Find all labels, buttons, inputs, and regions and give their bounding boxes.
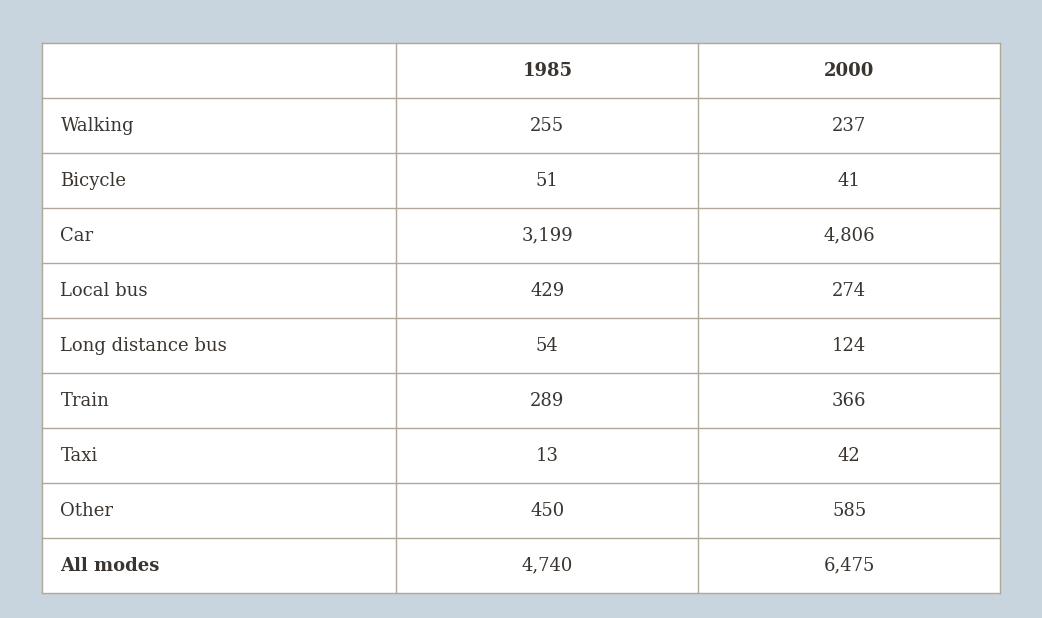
Text: 450: 450 xyxy=(530,502,565,520)
Bar xyxy=(396,538,698,593)
Bar xyxy=(698,263,1000,318)
Bar xyxy=(698,373,1000,428)
Text: 41: 41 xyxy=(838,172,861,190)
Bar xyxy=(698,208,1000,263)
Bar xyxy=(42,538,396,593)
Text: All modes: All modes xyxy=(60,557,159,575)
Bar xyxy=(42,318,396,373)
Bar xyxy=(42,153,396,208)
Bar xyxy=(42,98,396,153)
Bar xyxy=(698,98,1000,153)
Text: Train: Train xyxy=(60,392,109,410)
Bar xyxy=(698,428,1000,483)
Text: Car: Car xyxy=(60,227,94,245)
Bar xyxy=(396,43,698,98)
Text: 3,199: 3,199 xyxy=(521,227,573,245)
Text: 274: 274 xyxy=(833,282,866,300)
Text: 1985: 1985 xyxy=(522,62,572,80)
Text: 51: 51 xyxy=(536,172,559,190)
Bar xyxy=(396,373,698,428)
Text: 4,806: 4,806 xyxy=(823,227,875,245)
Bar xyxy=(42,43,396,98)
Bar xyxy=(698,153,1000,208)
Text: 6,475: 6,475 xyxy=(823,557,875,575)
Text: Local bus: Local bus xyxy=(60,282,148,300)
Bar xyxy=(42,428,396,483)
Text: 255: 255 xyxy=(530,117,565,135)
Bar xyxy=(42,483,396,538)
Bar xyxy=(698,483,1000,538)
Bar xyxy=(396,428,698,483)
Bar xyxy=(698,538,1000,593)
Text: Taxi: Taxi xyxy=(60,447,98,465)
Text: 13: 13 xyxy=(536,447,559,465)
Text: 585: 585 xyxy=(833,502,867,520)
Text: Other: Other xyxy=(60,502,114,520)
Bar xyxy=(42,263,396,318)
Bar xyxy=(698,43,1000,98)
Bar xyxy=(396,153,698,208)
Bar xyxy=(396,263,698,318)
Bar xyxy=(396,208,698,263)
Bar xyxy=(42,208,396,263)
Text: 237: 237 xyxy=(833,117,867,135)
Text: Bicycle: Bicycle xyxy=(60,172,126,190)
Text: 124: 124 xyxy=(833,337,867,355)
Bar xyxy=(396,483,698,538)
Bar xyxy=(698,318,1000,373)
Text: 4,740: 4,740 xyxy=(522,557,573,575)
Bar xyxy=(42,373,396,428)
Text: 429: 429 xyxy=(530,282,565,300)
Text: 42: 42 xyxy=(838,447,861,465)
Text: 54: 54 xyxy=(536,337,559,355)
Bar xyxy=(396,318,698,373)
Text: Walking: Walking xyxy=(60,117,134,135)
Text: 289: 289 xyxy=(530,392,565,410)
Text: 2000: 2000 xyxy=(824,62,874,80)
Text: Long distance bus: Long distance bus xyxy=(60,337,227,355)
Text: 366: 366 xyxy=(833,392,867,410)
Bar xyxy=(396,98,698,153)
